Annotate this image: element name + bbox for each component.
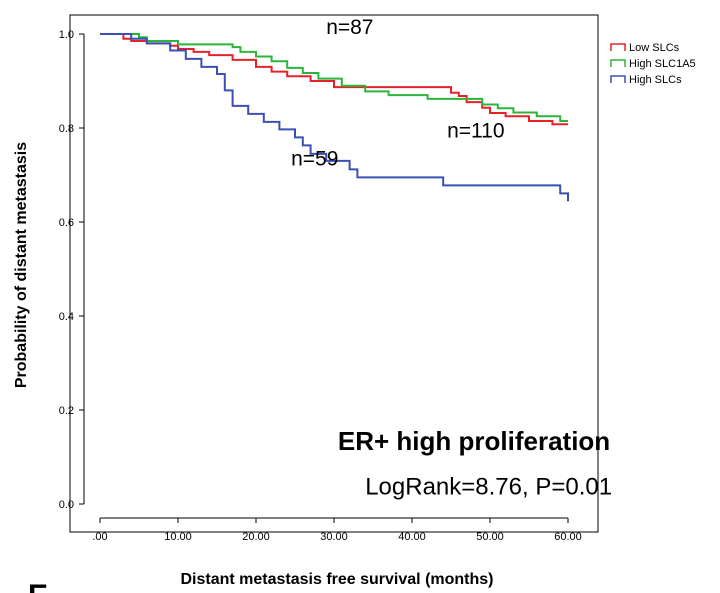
annotation-4: LogRank=8.76, P=0.01 xyxy=(365,474,612,501)
legend-swatch xyxy=(610,43,626,51)
y-tick-label: 0.2 xyxy=(59,405,74,417)
annotation-3: ER+ high proliferation xyxy=(338,426,610,456)
legend-swatch xyxy=(610,75,626,83)
series-line-2 xyxy=(100,33,569,202)
x-tick-label: 60.00 xyxy=(554,531,582,543)
legend-label: Low SLCs xyxy=(629,42,680,54)
y-axis-title: Probability of distant metastasis xyxy=(13,142,30,388)
series-line-1 xyxy=(100,33,568,122)
y-ticks: 0.0 0.2 0.4 0.6 0.8 1.0 xyxy=(59,29,84,511)
y-tick-label: 0.6 xyxy=(59,217,74,229)
y-tick-label: 1.0 xyxy=(59,29,74,41)
legend-swatch xyxy=(610,59,626,67)
x-tick-label: 20.00 xyxy=(242,531,270,543)
y-tick-label: 0.0 xyxy=(59,499,74,511)
x-tick-label: 10.00 xyxy=(164,531,192,543)
x-tick-label: 30.00 xyxy=(320,531,348,543)
annotation-1: n=110 xyxy=(447,119,504,142)
x-tick-label: 40.00 xyxy=(398,531,426,543)
legend-label: High SLC1A5 xyxy=(629,58,696,70)
legend-label: High SLCs xyxy=(629,74,682,86)
x-axis-title: Distant metastasis free survival (months… xyxy=(181,571,494,588)
annotation-2: n=59 xyxy=(291,148,338,171)
plot-frame xyxy=(69,14,599,533)
x-ticks: .00 10.00 20.00 30.00 40.00 50.00 60.00 xyxy=(92,518,582,543)
y-tick-label: 0.4 xyxy=(59,311,74,323)
annotations: n=87 n=110 n=59 ER+ high proliferation LogRa… xyxy=(291,16,612,501)
panel-label: E xyxy=(28,579,48,593)
x-tick-label: .00 xyxy=(92,531,107,543)
legend: Low SLCs High SLC1A5 High SLCs xyxy=(610,42,696,86)
series-layer xyxy=(100,33,569,202)
annotation-0: n=87 xyxy=(326,16,373,39)
y-tick-label: 0.8 xyxy=(59,123,74,135)
x-tick-label: 50.00 xyxy=(476,531,504,543)
